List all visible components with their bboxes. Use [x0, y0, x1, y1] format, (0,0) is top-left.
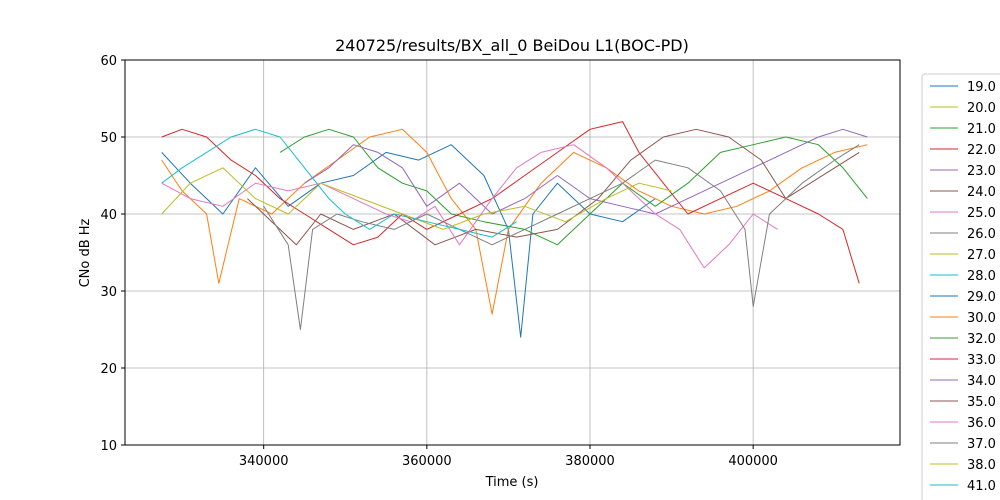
grid-lines: [125, 59, 900, 446]
legend-label: 26.0: [967, 227, 996, 242]
legend-label: 27.0: [967, 248, 996, 263]
x-tick-label: 400000: [728, 454, 778, 469]
x-axis-label: Time (s): [485, 475, 539, 490]
legend: 19.0 20.0 21.0 22.0 23.0 24.0 25.0 26.0 27.0 28.0…: [921, 73, 1000, 500]
series-line-26.0: [263, 144, 860, 330]
series-line-27.0: [161, 167, 672, 230]
series-line-25.0: [161, 144, 778, 269]
x-tick-label: 340000: [239, 454, 289, 469]
legend-label: 24.0: [967, 185, 996, 200]
legend-label: 19.0: [967, 80, 996, 95]
legend-label: 32.0: [967, 332, 996, 347]
y-tick-label: 50: [100, 131, 117, 146]
series-line-24.0: [247, 128, 860, 246]
y-tick-label: 20: [100, 362, 117, 377]
legend-label: 38.0: [967, 458, 996, 473]
legend-label: 20.0: [967, 101, 996, 116]
series-line-28.0: [161, 128, 517, 238]
legend-label: 28.0: [967, 269, 996, 284]
legend-label: 33.0: [967, 353, 996, 368]
y-tick-label: 60: [100, 54, 117, 69]
series-line-22.0: [161, 121, 860, 284]
series-line-23.0: [304, 128, 868, 215]
x-tick-label: 380000: [565, 454, 615, 469]
legend-box: [921, 73, 1000, 500]
x-tick-label: 360000: [402, 454, 452, 469]
series-line-19.0: [161, 144, 656, 338]
legend-label: 35.0: [967, 395, 996, 410]
chart-title: 240725/results/BX_all_0 BeiDou L1(BOC-PD…: [335, 36, 689, 56]
series-lines: [161, 121, 868, 338]
plot-area: [124, 59, 901, 446]
legend-label: 21.0: [967, 122, 996, 137]
legend-label: 23.0: [967, 164, 996, 179]
legend-label: 29.0: [967, 290, 996, 305]
axis-ticks: 340000 360000 380000 400000 10 20 30 40 50 60: [100, 54, 778, 469]
legend-label: 30.0: [967, 311, 996, 326]
y-tick-label: 40: [100, 208, 117, 223]
y-tick-label: 30: [100, 285, 117, 300]
y-tick-label: 10: [100, 439, 117, 454]
legend-label: 41.0: [967, 479, 996, 494]
legend-label: 34.0: [967, 374, 996, 389]
legend-label: 36.0: [967, 416, 996, 431]
y-axis-label: CNo dB Hz: [78, 218, 93, 287]
legend-label: 22.0: [967, 143, 996, 158]
legend-label: 37.0: [967, 437, 996, 452]
legend-label: 25.0: [967, 206, 996, 221]
